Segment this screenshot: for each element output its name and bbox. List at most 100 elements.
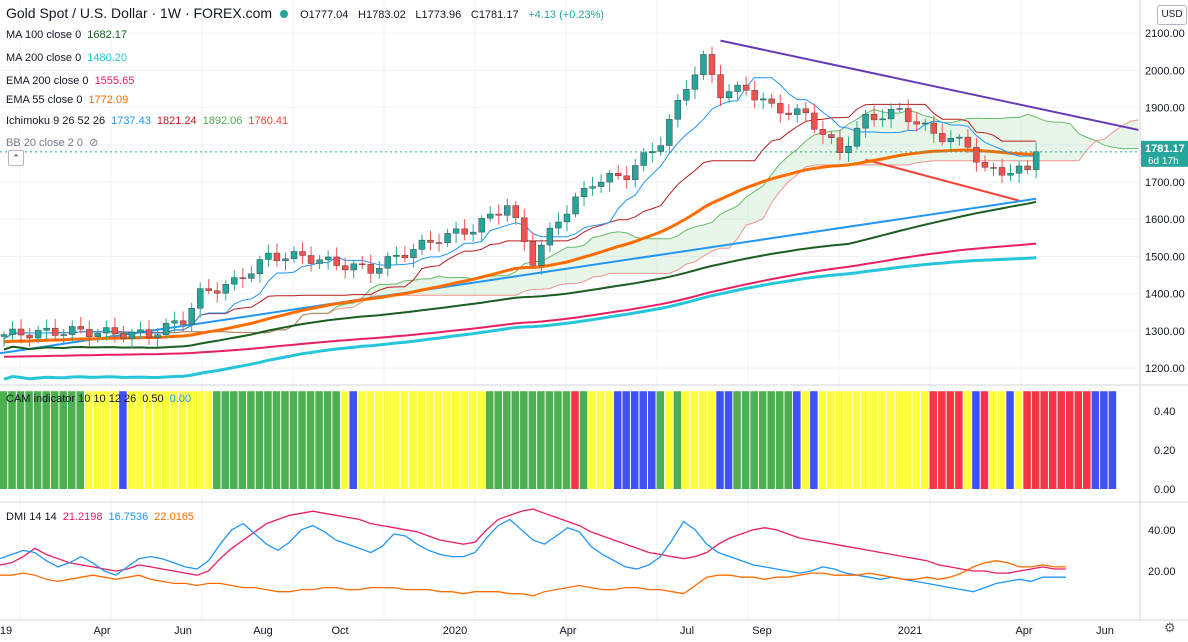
legend-ma100[interactable]: MA 100 close 0 1682.17 xyxy=(6,29,127,41)
cam-bar xyxy=(212,391,221,489)
cam-bar xyxy=(844,391,852,489)
price-tick-label: 1400.00 xyxy=(1145,289,1185,301)
legend-ichimoku[interactable]: Ichimoku 9 26 52 26 1737.43 1821.24 1892.06… xyxy=(6,115,288,127)
cam-bar xyxy=(537,391,545,489)
cam-bar xyxy=(1040,391,1048,489)
legend-ema200[interactable]: EMA 200 close 0 1555.65 xyxy=(6,75,134,87)
candle-body xyxy=(0,334,8,337)
price-tick-label: 1200.00 xyxy=(1145,363,1185,375)
candle-body xyxy=(964,136,972,148)
cam-bar xyxy=(861,391,869,489)
time-tick-label: Aug xyxy=(253,625,273,637)
cam-bar xyxy=(1074,391,1083,489)
cam-bar xyxy=(827,391,835,489)
candle-body xyxy=(683,89,690,101)
candle-body xyxy=(887,108,895,120)
cam-bar xyxy=(195,391,204,489)
cam-bar xyxy=(127,391,136,489)
candle-body xyxy=(589,186,596,189)
candle-body xyxy=(614,173,622,177)
cam-bar xyxy=(102,391,110,489)
candle-body xyxy=(26,334,33,339)
cam-bar xyxy=(699,391,707,489)
candle-body xyxy=(461,228,468,235)
ichimoku-cloud xyxy=(106,108,1139,340)
cam-bar xyxy=(784,391,793,489)
candle-body xyxy=(495,213,502,216)
candle-body xyxy=(333,256,340,266)
cam-bar xyxy=(639,391,648,489)
dmi-value-3: 22.0165 xyxy=(154,511,195,523)
legend-label: Ichimoku 9 26 52 26 xyxy=(6,115,106,127)
candle-body xyxy=(717,74,724,99)
cam-bar xyxy=(980,391,989,489)
candle-body xyxy=(794,108,801,115)
dmi-series-0 xyxy=(0,508,1066,576)
candle-body xyxy=(572,196,579,215)
candle-body xyxy=(376,268,383,274)
price-tick-label: 1500.00 xyxy=(1145,251,1185,263)
currency-button[interactable]: USD xyxy=(1157,5,1187,25)
candle-body xyxy=(265,252,272,260)
trendlines xyxy=(0,39,1139,355)
cam-bar xyxy=(767,391,775,489)
candle-body xyxy=(162,322,170,335)
cam-bar xyxy=(93,391,102,489)
cam-bar xyxy=(673,391,682,489)
cam-bar xyxy=(315,391,323,489)
candle-body xyxy=(359,263,366,266)
legend-label: MA 200 close 0 xyxy=(6,52,82,64)
cam-bar xyxy=(716,391,724,489)
candle-body xyxy=(904,108,912,122)
legend-ma200[interactable]: MA 200 close 0 1480.20 xyxy=(6,52,127,64)
cam-bar xyxy=(16,391,25,489)
candle-body xyxy=(606,173,613,183)
cam-bar xyxy=(426,391,434,489)
legend-bb[interactable]: BB 20 close 2 0 ⊘ xyxy=(6,136,98,149)
cam-bar xyxy=(707,391,716,489)
cam-bar xyxy=(613,391,622,489)
cloud-fill xyxy=(106,109,1139,339)
cam-bar xyxy=(955,391,963,489)
cam-bar xyxy=(528,391,537,489)
cam-bar xyxy=(989,391,997,489)
cam-bar xyxy=(468,391,477,489)
ohlc-high: H1783.02 xyxy=(358,9,406,21)
hidden-eye-icon[interactable]: ⊘ xyxy=(89,137,99,149)
cam-bar xyxy=(1006,391,1014,489)
cam-bar xyxy=(153,391,161,489)
cam-legend[interactable]: CAM indicator 10 10 12 26 0.50 0.00 xyxy=(6,393,191,405)
price-tick-label: 1300.00 xyxy=(1145,326,1185,338)
cam-bar xyxy=(622,391,630,489)
legend-value: 1555.65 xyxy=(94,75,135,87)
cam-bar xyxy=(221,391,230,489)
candle-body xyxy=(674,99,682,120)
cam-bar xyxy=(144,391,153,489)
cam-bar xyxy=(289,391,298,489)
settings-gear-icon[interactable]: ⚙ xyxy=(1164,620,1176,635)
dmi-legend[interactable]: DMI 14 14 21.2198 16.7536 22.0165 xyxy=(6,511,194,523)
candle-body xyxy=(60,334,67,336)
cam-bar xyxy=(238,391,247,489)
legend-ema55[interactable]: EMA 55 close 0 1772.09 xyxy=(6,94,128,106)
price-tick-label: 2100.00 xyxy=(1145,28,1185,40)
cam-bar xyxy=(579,391,588,489)
candle-body xyxy=(632,165,639,180)
cam-bar xyxy=(963,391,972,489)
candle-body xyxy=(487,213,494,219)
cam-bar xyxy=(545,391,554,489)
candle-body xyxy=(154,334,161,338)
candle-body xyxy=(179,320,187,325)
symbol-title[interactable]: Gold Spot / U.S. Dollar · 1W · FOREX.com xyxy=(6,5,273,21)
cam-bar xyxy=(801,391,810,489)
cam-bar xyxy=(298,391,306,489)
cam-bar xyxy=(8,391,16,489)
tenkan-line xyxy=(3,77,1037,340)
collapse-legend-button[interactable]: ⌃ xyxy=(8,150,24,166)
cam-bar xyxy=(997,391,1006,489)
cam-bar xyxy=(733,391,741,489)
price-badge xyxy=(1141,140,1188,167)
cam-bar xyxy=(383,391,392,489)
cam-bar xyxy=(85,391,93,489)
